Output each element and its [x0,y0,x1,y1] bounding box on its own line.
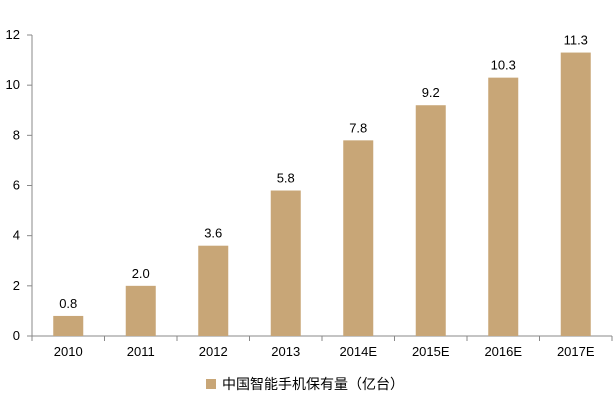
data-label: 3.6 [204,226,222,241]
bar [343,140,374,336]
data-label: 9.2 [422,85,440,100]
y-tick-label: 0 [13,328,20,343]
legend: 中国智能手机保有量（亿台） [206,377,404,393]
data-label: 0.8 [59,296,77,311]
y-tick-label: 10 [6,77,20,92]
data-label: 11.3 [564,33,588,48]
data-label: 5.8 [277,171,295,186]
bar [415,105,446,336]
bar [125,285,156,336]
x-tick-label: 2013 [271,344,300,359]
data-label: 7.8 [349,120,367,135]
axes [27,34,613,341]
bar [560,52,591,336]
x-tick-label: 2012 [199,344,228,359]
x-tick-label: 2017E [557,344,595,359]
legend-label: 中国智能手机保有量（亿台） [222,377,404,393]
y-tick-label: 6 [13,178,20,193]
bars [53,52,591,337]
bar [198,245,229,336]
legend-swatch [206,379,216,389]
bar [488,77,519,337]
labels: 0 2 4 6 8 10 12 0.8 2010 2.0 2011 3.6 2012 5.8 2013 7.8… [6,27,595,359]
x-tick-label: 2014E [339,344,377,359]
x-tick-label: 2011 [127,344,155,359]
y-tick-label: 2 [13,278,20,293]
x-tick-label: 2015E [412,344,450,359]
bar [270,190,301,336]
y-tick-label: 8 [13,127,20,142]
y-tick-label: 4 [13,228,20,243]
x-tick-label: 2016E [484,344,522,359]
data-label: 10.3 [491,58,516,73]
x-tick-label: 2010 [54,344,83,359]
y-tick-label: 12 [6,27,20,42]
data-label: 2.0 [132,266,150,281]
bar [53,315,84,336]
